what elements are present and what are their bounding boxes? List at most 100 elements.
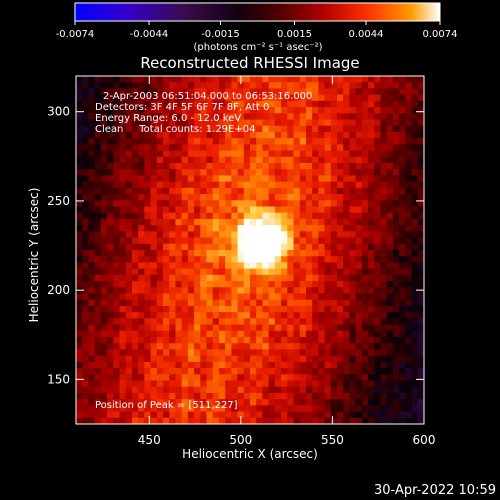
- heatmap-cell: [94, 156, 102, 164]
- heatmap-cell: [113, 100, 121, 108]
- heatmap-cell: [88, 361, 96, 369]
- heatmap-cell: [113, 380, 121, 388]
- heatmap-cell: [107, 200, 114, 208]
- heatmap-cell: [76, 231, 83, 239]
- heatmap-cell: [262, 305, 270, 313]
- heatmap-cell: [411, 281, 419, 288]
- heatmap-cell: [243, 144, 251, 152]
- heatmap-cell: [150, 274, 158, 282]
- heatmap-cell: [380, 405, 388, 413]
- heatmap-cell: [200, 187, 208, 195]
- heatmap-cell: [250, 318, 257, 326]
- heatmap-cell: [113, 125, 121, 133]
- heatmap-cell: [268, 231, 276, 239]
- heatmap-cell: [94, 368, 102, 375]
- heatmap-cell: [206, 318, 214, 326]
- heatmap-cell: [274, 274, 282, 282]
- heatmap-cell: [150, 175, 158, 183]
- peak-position-label: Position of Peak = [511,227]: [95, 400, 238, 411]
- heatmap-cell: [349, 163, 357, 170]
- heatmap-cell: [361, 206, 369, 214]
- heatmap-cell: [386, 324, 394, 332]
- heatmap-cell: [175, 368, 183, 375]
- heatmap-cell: [218, 88, 226, 96]
- heatmap-cell: [76, 355, 83, 363]
- heatmap-cell: [100, 324, 108, 332]
- heatmap-cell: [125, 343, 133, 351]
- heatmap-cell: [380, 94, 388, 102]
- heatmap-cell: [243, 156, 251, 164]
- heatmap-cell: [175, 156, 183, 164]
- heatmap-cell: [405, 337, 413, 344]
- footer-timestamp: 30-Apr-2022 10:59: [374, 483, 496, 498]
- heatmap-cell: [305, 355, 313, 363]
- heatmap-cell: [405, 380, 413, 388]
- heatmap-cell: [88, 386, 96, 394]
- heatmap-cell: [380, 293, 388, 301]
- heatmap-cell: [88, 262, 96, 270]
- heatmap-cell: [324, 380, 332, 388]
- heatmap-cell: [181, 399, 189, 406]
- heatmap-cell: [225, 243, 232, 251]
- heatmap-cell: [82, 218, 90, 226]
- heatmap-cell: [119, 113, 127, 121]
- heatmap-cell: [343, 318, 351, 326]
- heatmap-cell: [399, 293, 406, 301]
- heatmap-cell: [82, 194, 90, 201]
- heatmap-cell: [212, 361, 220, 369]
- heatmap-cell: [94, 256, 102, 264]
- heatmap-cell: [343, 330, 351, 338]
- heatmap-cell: [405, 163, 413, 170]
- heatmap-cell: [405, 218, 413, 226]
- heatmap-cell: [318, 218, 326, 226]
- heatmap-cell: [237, 281, 245, 288]
- heatmap-cell: [138, 374, 145, 382]
- heatmap-cell: [200, 181, 208, 189]
- heatmap-cell: [324, 107, 332, 114]
- heatmap-cell: [399, 411, 406, 419]
- heatmap-cell: [268, 262, 276, 270]
- heatmap-cell: [417, 194, 424, 201]
- heatmap-cell: [169, 386, 177, 394]
- heatmap-cell: [175, 82, 183, 90]
- heatmap-cell: [237, 392, 245, 400]
- heatmap-cell: [380, 88, 388, 96]
- heatmap-cell: [100, 349, 108, 357]
- heatmap-cell: [206, 169, 214, 177]
- heatmap-cell: [212, 386, 220, 394]
- heatmap-cell: [305, 100, 313, 108]
- heatmap-cell: [194, 94, 201, 102]
- heatmap-cell: [181, 76, 189, 83]
- heatmap-cell: [113, 119, 121, 127]
- heatmap-cell: [169, 200, 177, 208]
- heatmap-cell: [125, 405, 133, 413]
- heatmap-cell: [82, 355, 90, 363]
- heatmap-cell: [274, 107, 282, 114]
- heatmap-cell: [125, 175, 133, 183]
- heatmap-cell: [243, 312, 251, 319]
- heatmap-cell: [150, 349, 158, 357]
- heatmap-cell: [305, 256, 313, 264]
- heatmap-cell: [399, 318, 406, 326]
- heatmap-cell: [237, 138, 245, 145]
- heatmap-cell: [231, 281, 239, 288]
- heatmap-cell: [243, 175, 251, 183]
- heatmap-cell: [243, 194, 251, 201]
- heatmap-cell: [237, 212, 245, 220]
- heatmap-cell: [330, 156, 338, 164]
- heatmap-cell: [262, 169, 270, 177]
- heatmap-cell: [156, 324, 164, 332]
- heatmap-cell: [312, 349, 319, 357]
- heatmap-cell: [131, 392, 139, 400]
- heatmap-cell: [82, 144, 90, 152]
- heatmap-cell: [88, 268, 96, 276]
- heatmap-cell: [212, 131, 220, 139]
- heatmap-cell: [343, 175, 351, 183]
- heatmap-cell: [250, 107, 257, 114]
- y-tick-label: 250: [47, 194, 70, 208]
- heatmap-cell: [337, 368, 344, 375]
- heatmap-cell: [250, 225, 257, 232]
- heatmap-cell: [125, 293, 133, 301]
- heatmap-cell: [163, 343, 170, 351]
- heatmap-cell: [293, 349, 301, 357]
